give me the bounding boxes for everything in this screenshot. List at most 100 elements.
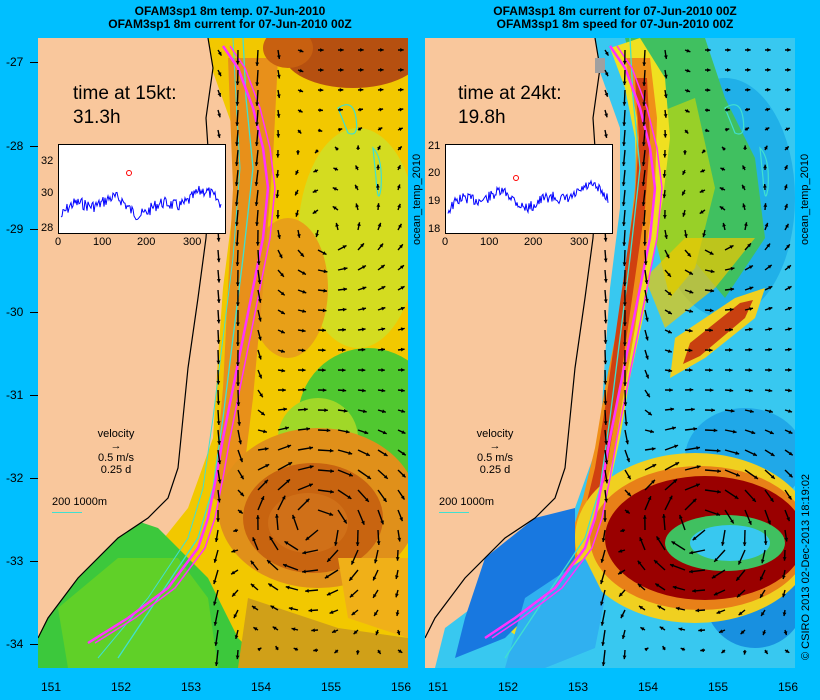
current-arrow-head <box>695 483 700 488</box>
current-arrow-head <box>343 266 348 271</box>
current-arrow-head <box>689 309 693 313</box>
left-current-vectors <box>213 48 407 666</box>
current-arrow-head <box>235 362 240 366</box>
current-arrow-head <box>295 212 299 217</box>
current-arrow-head <box>603 421 608 425</box>
current-arrow-head <box>365 452 370 456</box>
current-arrow-head <box>255 242 260 246</box>
current-arrow-head <box>231 570 236 575</box>
current-arrow-head <box>645 355 649 360</box>
current-arrow-head <box>293 647 298 652</box>
right-inset-chart <box>445 144 613 234</box>
current-arrow-head <box>728 368 733 373</box>
current-arrow-head <box>782 612 787 617</box>
current-arrow-head <box>659 626 664 631</box>
current-arrow-head <box>622 60 627 65</box>
current-arrow-head <box>301 348 306 353</box>
current-arrow-head <box>603 278 608 283</box>
current-arrow-head <box>742 650 747 655</box>
current-arrow-head <box>285 426 289 431</box>
current-arrow-head <box>671 541 676 545</box>
current-arrow-head <box>400 265 404 269</box>
right-inset-y-19: 19 <box>428 195 441 207</box>
current-arrow-head <box>401 388 405 393</box>
current-arrow-head <box>785 649 790 653</box>
current-arrow-head <box>650 429 654 434</box>
current-arrow-head <box>688 368 693 373</box>
current-arrow-head <box>622 242 627 246</box>
current-arrow-head <box>702 233 706 238</box>
x-label-right-151: 151 <box>428 680 449 694</box>
current-arrow-head <box>710 269 715 274</box>
current-arrow-head <box>682 212 686 217</box>
x-label-right-154: 154 <box>638 680 659 694</box>
current-arrow-head <box>278 254 283 259</box>
current-arrow-head <box>769 430 774 435</box>
current-arrow-head <box>746 87 751 92</box>
current-arrow-head <box>398 127 403 132</box>
current-arrow-head <box>275 173 280 178</box>
current-arrow-head <box>622 102 627 106</box>
current-arrow-head <box>730 287 735 292</box>
current-arrow-head <box>309 446 313 450</box>
current-arrow-head <box>217 460 222 465</box>
current-arrow-head <box>383 474 388 479</box>
current-arrow-head <box>601 538 606 542</box>
current-arrow-head <box>692 498 697 503</box>
current-arrow-head <box>282 563 287 568</box>
current-arrow-head <box>377 650 381 655</box>
current-arrow-head <box>238 509 243 514</box>
right-velocity-legend: velocity → 0.5 m/s 0.25 d <box>455 428 535 476</box>
current-arrow-head <box>663 94 668 99</box>
current-arrow-head <box>276 74 281 79</box>
current-arrow-head <box>381 327 386 332</box>
current-arrow-head <box>400 495 405 500</box>
current-arrow-head <box>343 519 347 524</box>
current-arrow-head <box>401 473 406 478</box>
current-arrow-head <box>725 127 730 132</box>
current-arrow-head <box>730 408 735 413</box>
right-inset-x-300: 300 <box>570 236 589 248</box>
current-arrow-head <box>621 162 626 166</box>
current-arrow-head <box>275 514 279 518</box>
right-inset-y-18: 18 <box>428 223 441 235</box>
current-arrow-head <box>622 262 627 266</box>
current-arrow-head <box>663 55 668 59</box>
current-arrow-head <box>639 606 644 610</box>
current-arrow-head <box>768 286 773 290</box>
right-inset-x-100: 100 <box>480 236 499 248</box>
current-arrow-head <box>235 222 239 226</box>
right-contour-label: 200 1000m <box>439 496 495 508</box>
current-arrow-head <box>288 606 293 611</box>
current-arrow-head <box>603 401 608 405</box>
current-arrow-head <box>355 650 360 655</box>
current-arrow-head <box>710 288 715 293</box>
current-arrow-head <box>332 206 337 210</box>
current-arrow-head <box>745 127 750 132</box>
current-arrow-head <box>257 298 262 303</box>
current-arrow-head <box>235 60 240 65</box>
current-arrow-head <box>258 336 262 341</box>
current-arrow-head <box>255 515 260 519</box>
current-arrow-head <box>783 631 788 636</box>
current-arrow-head <box>705 128 710 133</box>
current-arrow-head <box>749 388 753 393</box>
current-arrow-head <box>395 612 400 617</box>
current-arrow-head <box>765 127 770 131</box>
current-arrow-head <box>380 68 384 72</box>
left-velocity-speed: 0.5 m/s <box>97 452 135 464</box>
current-arrow-head <box>763 145 768 150</box>
current-arrow-head <box>217 72 222 77</box>
current-arrow-head <box>216 380 221 385</box>
current-arrow-head <box>604 92 609 97</box>
current-arrow-head <box>382 497 387 502</box>
current-arrow-head <box>217 134 221 138</box>
current-arrow-head <box>287 444 292 449</box>
current-arrow-head <box>343 408 348 413</box>
current-arrow-head <box>713 428 718 433</box>
current-arrow-head <box>401 430 406 434</box>
current-arrow-head <box>330 469 334 473</box>
x-label-left-153: 153 <box>181 680 202 694</box>
current-arrow-head <box>401 409 406 413</box>
current-arrow-head <box>736 576 741 581</box>
